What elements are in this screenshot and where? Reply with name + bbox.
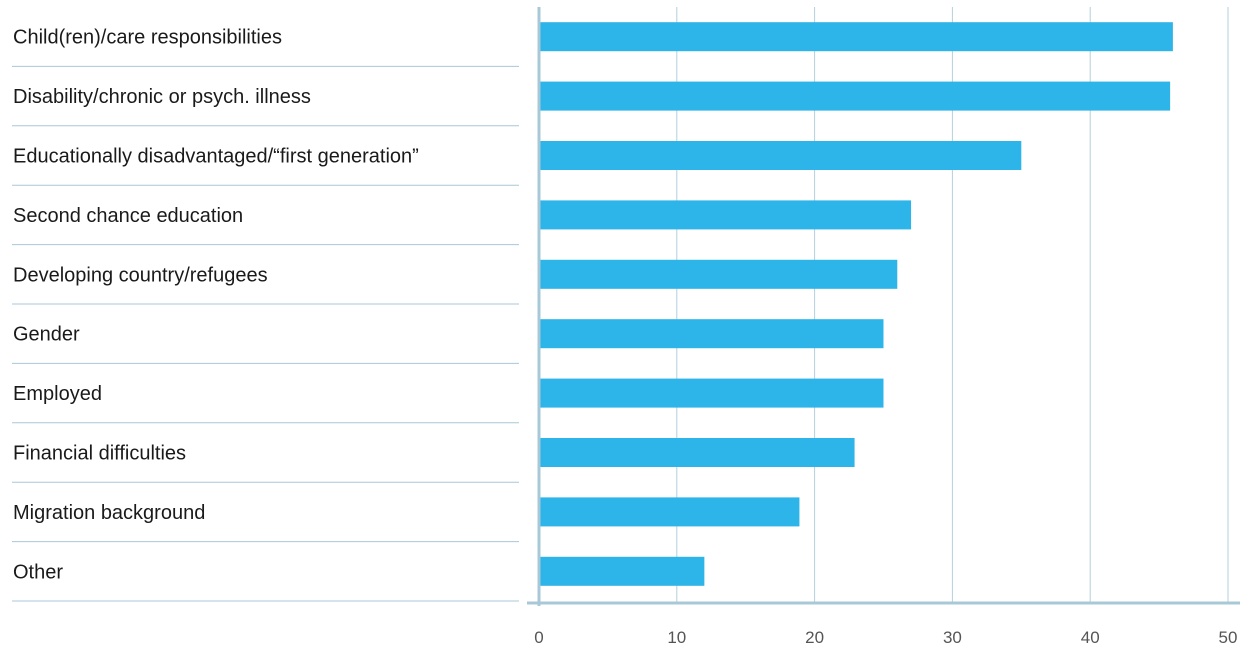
x-tick-label: 0 bbox=[534, 628, 543, 647]
bar bbox=[539, 81, 1171, 111]
category-label: Other bbox=[13, 561, 63, 583]
category-labels: Child(ren)/care responsibilities Disabili… bbox=[13, 27, 419, 584]
x-tick-label: 20 bbox=[805, 628, 824, 647]
x-tick-label: 30 bbox=[943, 628, 962, 647]
bar bbox=[539, 438, 855, 467]
x-tick-label: 40 bbox=[1081, 628, 1100, 647]
category-label: Disability/chronic or psych. illness bbox=[13, 86, 311, 108]
category-label: Developing country/refugees bbox=[13, 264, 268, 286]
category-label: Educationally disadvantaged/“first gener… bbox=[13, 146, 419, 168]
bar bbox=[539, 319, 884, 349]
bars bbox=[539, 22, 1173, 586]
category-label: Migration background bbox=[13, 502, 205, 524]
x-tick-label: 50 bbox=[1219, 628, 1238, 647]
category-label: Child(ren)/care responsibilities bbox=[13, 27, 282, 49]
bar bbox=[539, 200, 912, 230]
bar bbox=[539, 556, 705, 586]
category-label: Gender bbox=[13, 324, 80, 346]
bar bbox=[539, 497, 800, 527]
bar bbox=[539, 378, 884, 408]
bar bbox=[539, 141, 1022, 170]
category-label: Second chance education bbox=[13, 205, 243, 227]
row-separators bbox=[12, 65, 519, 602]
category-label: Employed bbox=[13, 383, 102, 405]
category-label: Financial difficulties bbox=[13, 443, 186, 465]
bar bbox=[539, 259, 898, 289]
bar bbox=[539, 22, 1173, 52]
x-tick-labels: 0 10 20 30 40 50 bbox=[534, 628, 1237, 647]
x-tick-label: 10 bbox=[667, 628, 686, 647]
axes bbox=[527, 7, 1240, 606]
